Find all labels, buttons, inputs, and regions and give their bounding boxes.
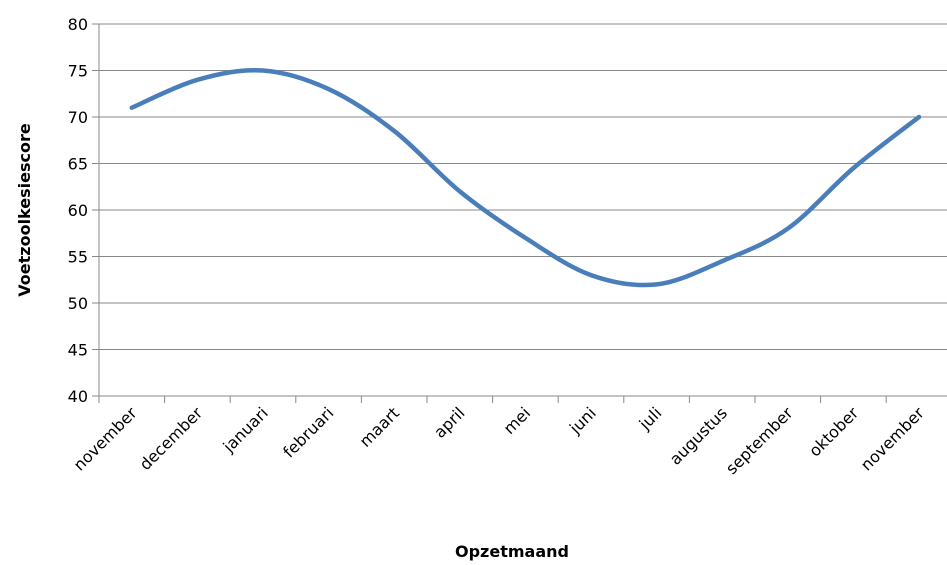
x-tick-label: april bbox=[430, 403, 468, 441]
x-tick-label: mei bbox=[500, 403, 535, 438]
x-tick-label: februari bbox=[279, 403, 337, 461]
x-tick-label: juni bbox=[565, 403, 600, 438]
x-tick-label: januari bbox=[219, 403, 272, 456]
y-tick-label: 65 bbox=[68, 155, 88, 174]
y-tick-labels: 40 45 50 55 60 65 70 75 80 bbox=[68, 15, 88, 406]
y-tick-label: 45 bbox=[68, 341, 88, 360]
y-tick-label: 70 bbox=[68, 108, 88, 127]
x-tick-label: oktober bbox=[805, 403, 862, 460]
y-tick-label: 75 bbox=[68, 62, 88, 81]
x-tick-label: september bbox=[722, 403, 797, 478]
y-tick-label: 60 bbox=[68, 201, 88, 220]
x-tick-label: december bbox=[136, 403, 207, 474]
y-tick-label: 80 bbox=[68, 15, 88, 34]
x-tick-label: november bbox=[857, 403, 928, 474]
y-tick-label: 50 bbox=[68, 294, 88, 313]
series-line bbox=[129, 67, 922, 288]
x-axis-title: Opzetmaand bbox=[455, 542, 569, 561]
x-tick-label: maart bbox=[356, 403, 403, 450]
y-axis-title: Voetzoolkesiescore bbox=[15, 123, 34, 297]
axes bbox=[92, 23, 947, 403]
x-tick-label: augustus bbox=[666, 403, 731, 468]
series-layer bbox=[129, 67, 922, 288]
y-tick-label: 55 bbox=[68, 248, 88, 267]
x-tick-label: juli bbox=[635, 403, 666, 434]
x-tick-label: november bbox=[70, 403, 141, 474]
y-tick-label: 40 bbox=[68, 387, 88, 406]
